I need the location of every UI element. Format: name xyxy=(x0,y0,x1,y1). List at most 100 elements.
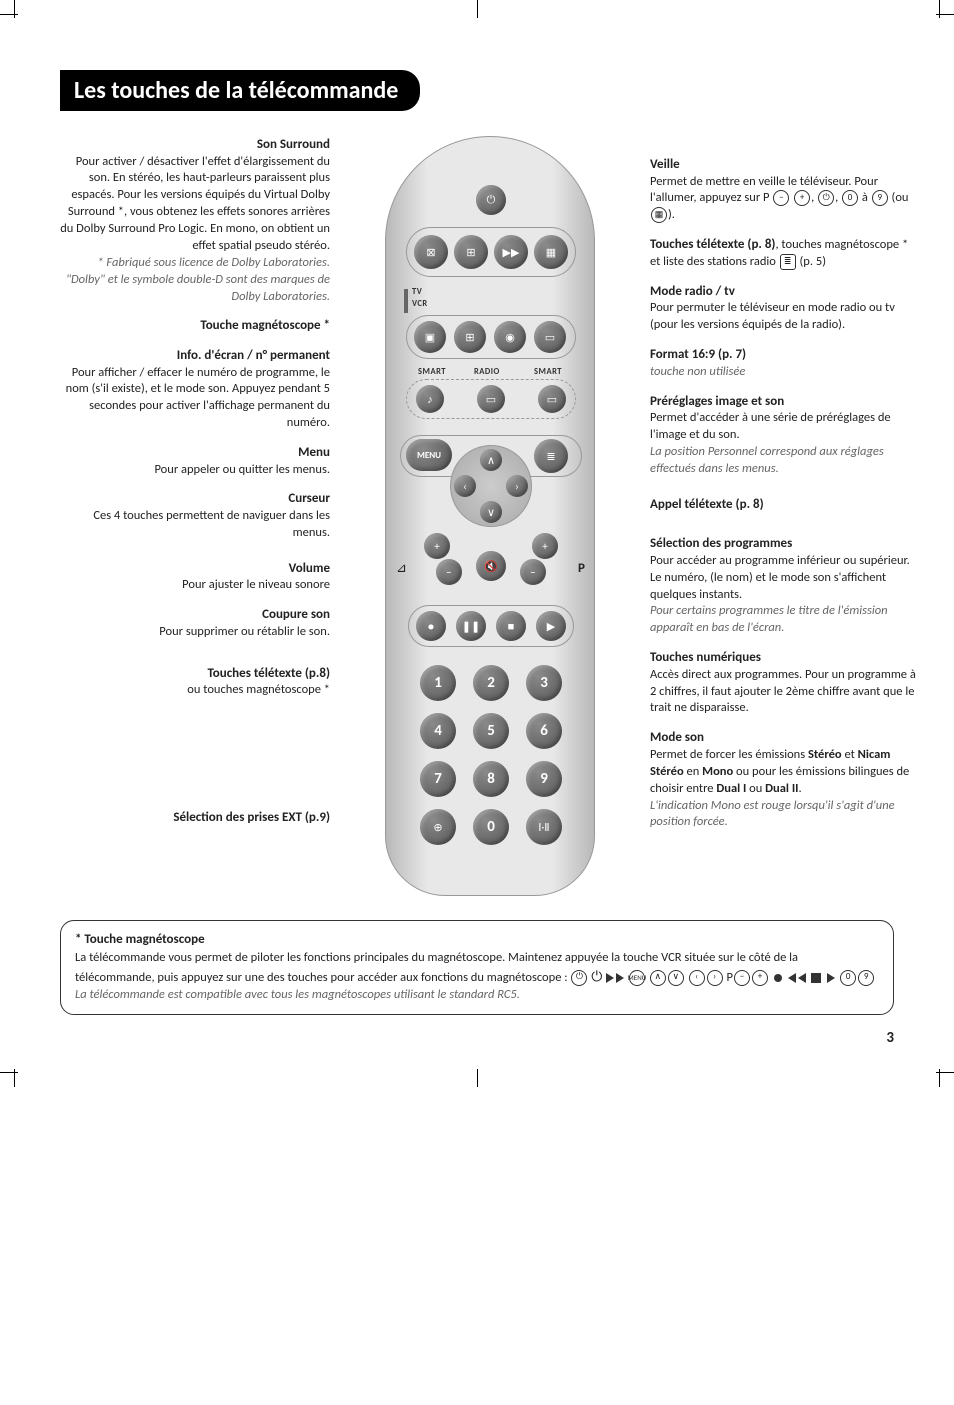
fn-pplus-icon: + xyxy=(752,970,768,986)
cursor-up-button[interactable]: ∧ xyxy=(480,449,502,471)
surround-button[interactable]: ⊠ xyxy=(414,235,448,269)
smart-picture-button[interactable]: ♪ xyxy=(416,385,444,413)
mute-title: Coupure son xyxy=(60,606,330,624)
cursor-right-button[interactable]: › xyxy=(506,475,528,497)
smart-radio-button[interactable]: ▭ xyxy=(477,385,505,413)
ext-icon: ⊕ xyxy=(433,821,442,834)
presets-title: Préréglages image et son xyxy=(650,393,920,411)
power-button[interactable]: ⏻ xyxy=(476,185,506,215)
sound-body-c: en xyxy=(684,764,702,779)
vcr-icon-button[interactable]: ⊞ xyxy=(454,235,488,269)
info-button[interactable]: ▣ xyxy=(414,321,446,353)
fn-rec-icon xyxy=(774,974,782,982)
plus-icon: + xyxy=(434,540,439,553)
standby-body-b: à xyxy=(859,190,871,205)
list-button[interactable]: ⊞ xyxy=(454,321,486,353)
cursor-left-button[interactable]: ‹ xyxy=(454,475,476,497)
sound-mode-button[interactable]: Ⅰ·Ⅱ xyxy=(526,809,562,845)
power-sym-icon: ⏻ xyxy=(818,190,834,206)
ttx-top-icon: ▦ xyxy=(546,246,556,259)
format-button[interactable]: ▭ xyxy=(534,321,566,353)
num-5-button[interactable]: 5 xyxy=(473,713,509,749)
vcr-label: VCR xyxy=(412,299,428,309)
chevron-up-icon: ∧ xyxy=(487,454,495,467)
stop-icon: ■ xyxy=(508,620,515,633)
radio-title: Mode radio / tv xyxy=(650,283,920,301)
fn-play-icon xyxy=(606,973,614,983)
volume-title: Volume xyxy=(60,560,330,578)
mute-button[interactable]: 🔇 xyxy=(476,551,506,581)
program-up-button[interactable]: + xyxy=(532,533,558,559)
record-button[interactable]: ● xyxy=(416,611,446,641)
fn-rt-icon: › xyxy=(707,970,723,986)
num-7-button[interactable]: 7 xyxy=(420,761,456,797)
section-format: Format 16:9 (p. 7) touche non utilisée xyxy=(650,346,920,380)
num-2-button[interactable]: 2 xyxy=(473,665,509,701)
tv-vcr-switch[interactable] xyxy=(404,289,408,313)
vcr-i-icon: ⊞ xyxy=(466,246,475,259)
num-3-button[interactable]: 3 xyxy=(526,665,562,701)
smart-right-label: SMART xyxy=(534,367,562,377)
info-icon: ▣ xyxy=(425,331,435,344)
program-down-button[interactable]: − xyxy=(520,559,546,585)
plus-icon-2: + xyxy=(542,540,547,553)
smart-sound-icon: ▭ xyxy=(547,393,557,406)
page-title: Les touches de la télécommande xyxy=(60,70,420,111)
num-8-button[interactable]: 8 xyxy=(473,761,509,797)
minus-icon: − xyxy=(446,566,451,579)
teletext-top-button[interactable]: ▦ xyxy=(534,235,568,269)
teletext-call-button[interactable]: ≣ xyxy=(534,439,568,473)
fn-dn-icon: ∨ xyxy=(668,970,684,986)
left-column: Son Surround Pour activer / désactiver l… xyxy=(60,136,340,896)
ff-button[interactable]: ▶▶ xyxy=(494,235,528,269)
power-icon: ⏻ xyxy=(487,193,496,207)
ttx-sym-icon: ▦ xyxy=(651,207,667,223)
play-button[interactable]: ▶ xyxy=(536,611,566,641)
menu-button[interactable]: MENU xyxy=(406,439,452,471)
fn-lf-icon: ‹ xyxy=(689,970,705,986)
cursor-down-button[interactable]: ∨ xyxy=(480,501,502,523)
num-0-button[interactable]: 0 xyxy=(473,809,509,845)
pause-button[interactable]: ❚❚ xyxy=(456,611,486,641)
stop-button[interactable]: ■ xyxy=(496,611,526,641)
num-1-button[interactable]: 1 xyxy=(420,665,456,701)
list-sym-icon: ≣ xyxy=(780,254,796,270)
fn-power2-icon: ⏻ xyxy=(591,968,602,985)
num-9-button[interactable]: 9 xyxy=(526,761,562,797)
prog-note: Pour certains programmes le titre de l'é… xyxy=(650,603,920,637)
cursor-title: Curseur xyxy=(60,490,330,508)
volume-down-button[interactable]: − xyxy=(436,559,462,585)
section-ttx-keys: Touches télétexte (p. 8), touches magnét… xyxy=(650,236,920,271)
standby-body: Permet de mettre en veille le téléviseur… xyxy=(650,174,920,225)
footnote-body: La télécommande vous permet de piloter l… xyxy=(75,949,879,986)
section-presets: Préréglages image et son Permet d'accéde… xyxy=(650,393,920,478)
record-icon: ● xyxy=(428,620,435,633)
ext-button[interactable]: ⊕ xyxy=(420,809,456,845)
prog-body: Pour accéder au programme inférieur ou s… xyxy=(650,553,920,604)
fn-stop-icon xyxy=(811,973,821,983)
info-body: Pour afficher / effacer le numéro de pro… xyxy=(60,365,330,433)
smart-left-label: SMART xyxy=(418,367,446,377)
minus-icon-2: − xyxy=(530,566,535,579)
main-grid: Son Surround Pour activer / désactiver l… xyxy=(60,136,894,896)
volume-up-button[interactable]: + xyxy=(424,533,450,559)
num-4-button[interactable]: 4 xyxy=(420,713,456,749)
remote-body: ⏻ ⊠ ⊞ ▶▶ ▦ TV VCR ▣ ⊞ ◉ ▭ SMART RADIO SM… xyxy=(385,136,595,896)
standby-body-c: (ou xyxy=(889,190,909,205)
menu-title: Menu xyxy=(60,444,330,462)
num-6-label: 6 xyxy=(540,722,548,740)
num-0-label: 0 xyxy=(487,818,495,836)
radio-icon: ◉ xyxy=(505,331,515,344)
plus-sym-icon: + xyxy=(794,190,810,206)
num-6-button[interactable]: 6 xyxy=(526,713,562,749)
section-mute: Coupure son Pour supprimer ou rétablir l… xyxy=(60,606,330,640)
sound-body-f: . xyxy=(799,781,802,796)
radio-body: Pour permuter le téléviseur en mode radi… xyxy=(650,300,920,334)
sound-title: Mode son xyxy=(650,729,920,747)
radio-button[interactable]: ◉ xyxy=(494,321,526,353)
smart-sound-button[interactable]: ▭ xyxy=(538,385,566,413)
sound-dual2: Dual II xyxy=(765,781,798,796)
tv-label: TV xyxy=(412,287,422,297)
sound-note: L'indication Mono est rouge lorsqu'il s'… xyxy=(650,798,920,832)
section-volume: Volume Pour ajuster le niveau sonore xyxy=(60,560,330,594)
